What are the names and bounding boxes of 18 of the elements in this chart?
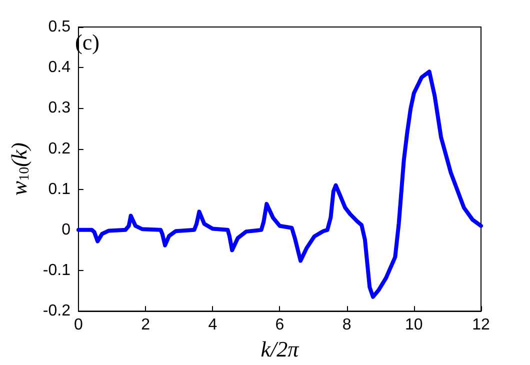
x-tick-label: 4: [208, 316, 218, 334]
y-tick-label: 0.4: [48, 59, 71, 76]
y-tick-label: 0.5: [48, 18, 71, 36]
x-tick-label: 8: [342, 316, 352, 334]
x-axis-title: k/2π: [260, 336, 300, 362]
x-tick-label: 10: [405, 316, 423, 334]
y-tick-label: -0.1: [42, 262, 71, 280]
y-tick-label: 0.2: [48, 140, 71, 158]
x-tick-label: 6: [275, 316, 284, 334]
y-tick-label: 0: [62, 221, 71, 238]
line-series: [76, 70, 483, 299]
y-axis-title: w10(k): [6, 142, 32, 196]
x-tick-label: 2: [141, 316, 150, 334]
y-tick-label: -0.2: [42, 302, 71, 320]
x-tick-label: 12: [472, 316, 490, 334]
y-tick-label: 0.3: [48, 100, 71, 117]
x-tick-label: 0: [74, 316, 84, 334]
y-tick-label: 0.1: [48, 180, 71, 198]
